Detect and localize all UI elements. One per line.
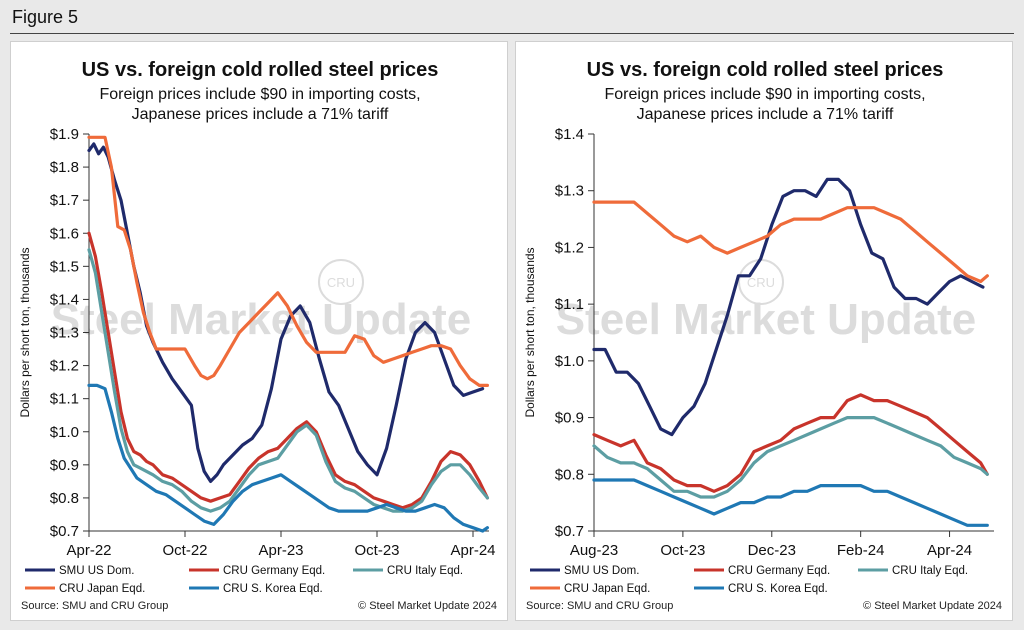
series-line-italy	[87, 248, 489, 513]
y-tick-label: $0.9	[50, 457, 79, 474]
chart-subtitle-line: Foreign prices include $90 in importing …	[99, 86, 420, 103]
x-tick-label: Dec-23	[748, 542, 796, 559]
x-tick-label: Aug-23	[570, 542, 618, 559]
legend-label-japan: CRU Japan Eqd.	[59, 583, 145, 595]
legend-label-japan: CRU Japan Eqd.	[564, 583, 650, 595]
legend-label-germany: CRU Germany Eqd.	[728, 565, 830, 577]
x-tick-label: Apr-22	[66, 542, 111, 559]
chart-subtitle-line: Foreign prices include $90 in importing …	[604, 86, 925, 103]
y-tick-label: $1.0	[50, 424, 79, 441]
source-note: Source: SMU and CRU Group	[526, 600, 674, 612]
series-line-korea	[87, 383, 489, 533]
y-tick-label: $1.1	[50, 391, 79, 408]
chart-subtitle-line: Japanese prices include a 71% tariff	[637, 106, 894, 123]
copyright-note: © Steel Market Update 2024	[358, 600, 497, 612]
x-tick-label: Feb-24	[837, 542, 885, 559]
watermark-text: Steel Market Update	[556, 295, 977, 344]
series-line-japan	[592, 200, 989, 284]
legend-label-korea: CRU S. Korea Eqd.	[223, 583, 323, 595]
x-tick-label: Apr-24	[450, 542, 495, 559]
y-tick-label: $0.8	[555, 466, 584, 483]
source-note: Source: SMU and CRU Group	[21, 600, 169, 612]
y-axis-label: Dollars per short ton, thousands	[18, 247, 32, 417]
y-tick-label: $1.0	[555, 353, 584, 370]
chart-title: US vs. foreign cold rolled steel prices	[587, 59, 944, 81]
y-tick-label: $1.7	[50, 192, 79, 209]
legend-label-smu: SMU US Dom.	[564, 565, 639, 577]
watermark-badge-text: CRU	[327, 275, 355, 290]
series-line-korea	[592, 478, 989, 527]
copyright-note: © Steel Market Update 2024	[863, 600, 1002, 612]
x-tick-label: Apr-23	[258, 542, 303, 559]
chart-title: US vs. foreign cold rolled steel prices	[82, 59, 439, 81]
y-tick-label: $1.8	[50, 159, 79, 176]
watermark-badge-icon	[318, 259, 364, 305]
y-tick-label: $1.3	[50, 325, 79, 342]
y-tick-label: $1.6	[50, 225, 79, 242]
legend-label-italy: CRU Italy Eqd.	[387, 565, 463, 577]
y-tick-label: $1.3	[555, 183, 584, 200]
y-tick-label: $0.7	[50, 523, 79, 540]
y-tick-label: $1.4	[50, 291, 79, 308]
y-tick-label: $1.2	[555, 239, 584, 256]
legend-label-italy: CRU Italy Eqd.	[892, 565, 968, 577]
chart-panel-recent-period: Steel Market Update CRU US vs. foreign col…	[515, 41, 1013, 621]
series-line-germany	[87, 231, 489, 510]
watermark-text: Steel Market Update	[51, 295, 472, 344]
y-tick-label: $0.7	[555, 523, 584, 540]
legend-label-germany: CRU Germany Eqd.	[223, 565, 325, 577]
series-line-smu	[592, 177, 985, 437]
chart-panel-full-period: Steel Market Update CRU US vs. foreign col…	[10, 41, 508, 621]
x-tick-label: Oct-23	[354, 542, 399, 559]
y-tick-label: $1.5	[50, 258, 79, 275]
chart-subtitle-line: Japanese prices include a 71% tariff	[132, 106, 389, 123]
y-tick-label: $1.4	[555, 126, 584, 143]
x-tick-label: Oct-23	[660, 542, 705, 559]
figure-divider	[10, 33, 1014, 34]
series-line-japan	[87, 135, 489, 387]
x-tick-label: Apr-24	[927, 542, 972, 559]
y-tick-label: $1.1	[555, 296, 584, 313]
chart-svg-full-period: Steel Market Update CRU US vs. foreign col…	[18, 59, 496, 595]
legend-label-korea: CRU S. Korea Eqd.	[728, 583, 828, 595]
y-tick-label: $1.9	[50, 126, 79, 143]
watermark-badge-text: CRU	[747, 275, 775, 290]
y-tick-label: $0.9	[555, 410, 584, 427]
series-line-italy	[592, 416, 989, 499]
series-line-germany	[592, 393, 989, 493]
legend-label-smu: SMU US Dom.	[59, 565, 134, 577]
figure-label: Figure 5	[12, 7, 79, 27]
chart-svg-recent-period: Steel Market Update CRU US vs. foreign col…	[523, 59, 994, 595]
y-tick-label: $0.8	[50, 490, 79, 507]
y-axis-label: Dollars per short ton, thousands	[523, 247, 537, 417]
x-tick-label: Oct-22	[162, 542, 207, 559]
y-tick-label: $1.2	[50, 358, 79, 375]
